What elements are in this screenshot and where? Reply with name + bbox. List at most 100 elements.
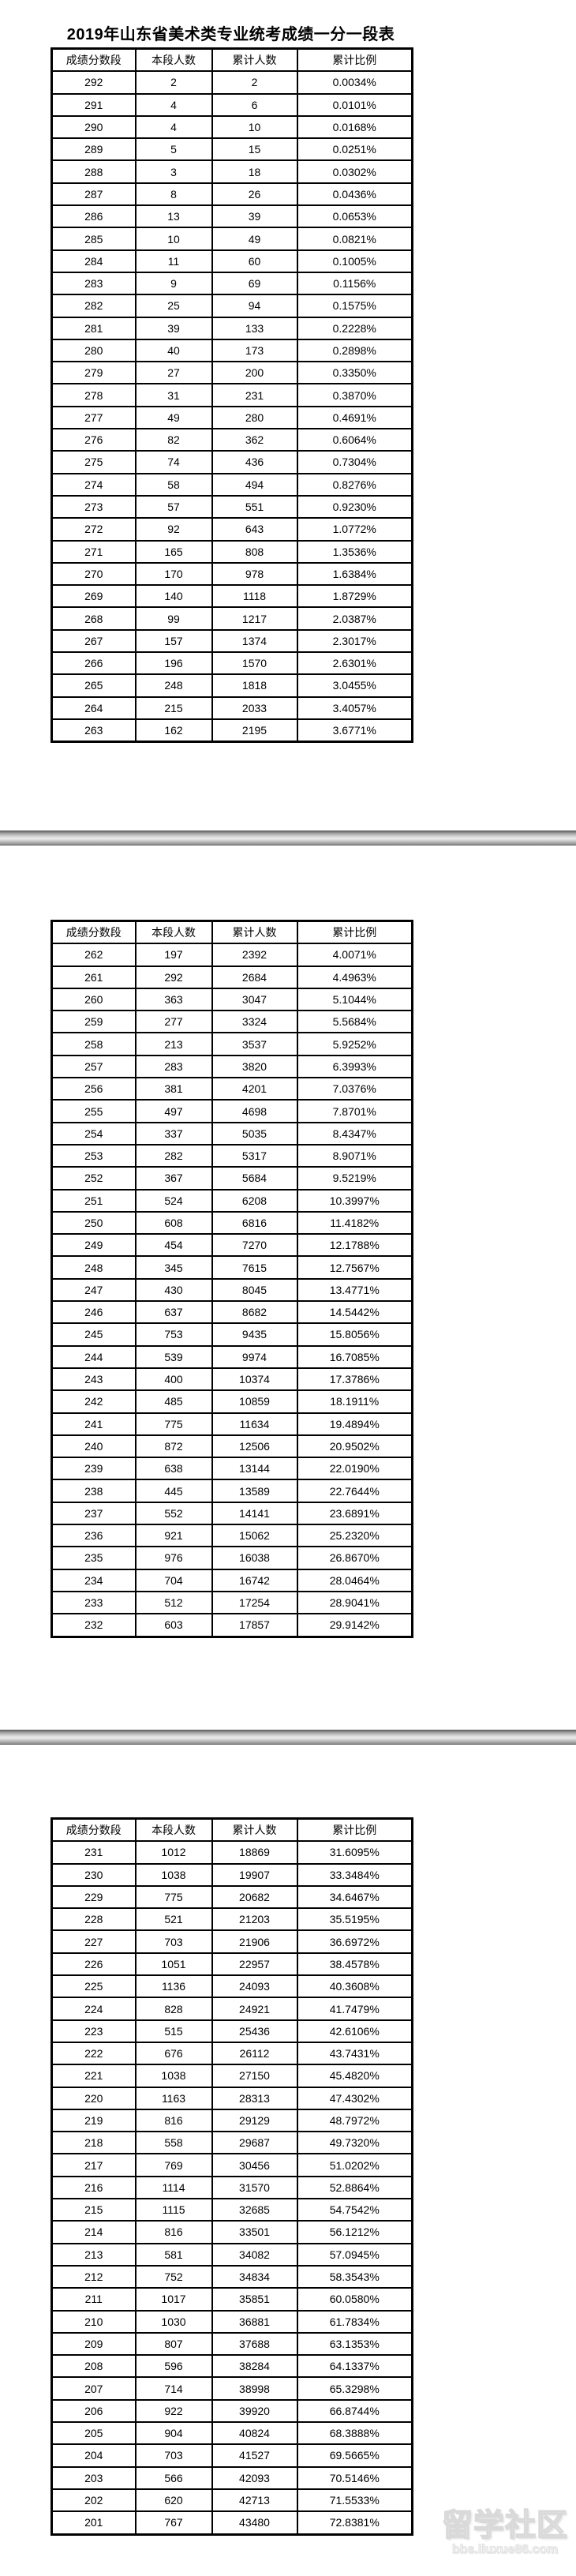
- cumulative-count-cell: 29129: [211, 2108, 298, 2133]
- segment-count-cell: 197: [134, 943, 213, 967]
- cumulative-percent-cell: 0.1005%: [296, 249, 413, 273]
- cumulative-percent-cell: 7.8701%: [296, 1099, 413, 1123]
- score-segment-cell: 235: [50, 1546, 137, 1570]
- score-segment-cell: 227: [50, 1929, 137, 1954]
- segment-count-cell: 1012: [134, 1840, 213, 1865]
- cumulative-count-cell: 49: [211, 227, 298, 251]
- table-row: 251 524 6208 10.3997%: [50, 1188, 413, 1213]
- table-row: 278 31 231 0.3870%: [50, 383, 413, 407]
- cumulative-percent-cell: 45.4820%: [296, 2064, 413, 2088]
- cumulative-count-cell: 5035: [211, 1121, 298, 1146]
- table-row: 241 775 11634 19.4894%: [50, 1412, 413, 1436]
- segment-count-cell: 82: [134, 428, 213, 452]
- cumulative-count-cell: 14141: [211, 1501, 298, 1526]
- cumulative-count-cell: 18869: [211, 1840, 298, 1865]
- score-segment-cell: 214: [50, 2220, 137, 2244]
- segment-count-cell: 170: [134, 561, 213, 587]
- score-segment-cell: 236: [50, 1524, 137, 1548]
- table-row: 285 10 49 0.0821%: [50, 227, 413, 251]
- table-row: 244 539 9974 16.7085%: [50, 1344, 413, 1369]
- cumulative-count-cell: 9974: [211, 1344, 298, 1369]
- score-segment-cell: 222: [50, 2041, 137, 2066]
- cumulative-count-cell: 200: [211, 361, 298, 385]
- cumulative-percent-cell: 3.4057%: [296, 696, 413, 720]
- cumulative-percent-cell: 36.6972%: [296, 1929, 413, 1954]
- segment-count-cell: 157: [134, 628, 213, 654]
- cumulative-percent-cell: 0.1575%: [296, 294, 413, 318]
- score-segment-cell: 245: [50, 1322, 137, 1347]
- score-segment-cell: 284: [50, 249, 137, 273]
- cumulative-percent-cell: 28.9041%: [296, 1590, 413, 1615]
- score-segment-cell: 267: [50, 628, 137, 654]
- segment-count-cell: 454: [134, 1233, 213, 1258]
- cumulative-percent-cell: 9.5219%: [296, 1166, 413, 1191]
- table-row: 259 277 3324 5.5684%: [50, 1010, 413, 1034]
- cumulative-percent-cell: 0.0653%: [296, 204, 413, 229]
- cumulative-percent-cell: 5.9252%: [296, 1032, 413, 1056]
- cumulative-count-cell: 12506: [211, 1434, 298, 1459]
- cumulative-percent-cell: 0.0034%: [296, 70, 413, 95]
- page-separator-bar: [0, 831, 576, 846]
- table-row: 274 58 494 0.8276%: [50, 472, 413, 497]
- segment-count-cell: 213: [134, 1032, 213, 1056]
- cumulative-count-cell: 38998: [211, 2376, 298, 2401]
- cumulative-percent-cell: 25.2320%: [296, 1524, 413, 1548]
- table-row: 286 13 39 0.0653%: [50, 204, 413, 229]
- cumulative-percent-cell: 2.3017%: [296, 628, 413, 654]
- segment-count-cell: 539: [134, 1344, 213, 1369]
- header-row: 成绩分数段 本段人数 累计人数 累计比例: [50, 47, 413, 73]
- table-row: 206 922 39920 66.8744%: [50, 2398, 413, 2424]
- segment-count-cell: 25: [134, 294, 213, 318]
- cumulative-count-cell: 16038: [211, 1546, 298, 1570]
- score-segment-cell: 276: [50, 428, 137, 452]
- score-table-segment-1: 成绩分数段 本段人数 累计人数 累计比例 292 2 2 0.0034% 291 4 6 0.0101…: [50, 47, 413, 744]
- cumulative-percent-cell: 14.5442%: [296, 1300, 413, 1325]
- cumulative-count-cell: 2033: [211, 696, 298, 720]
- cumulative-percent-cell: 2.0387%: [296, 606, 413, 631]
- segment-count-cell: 703: [134, 1929, 213, 1954]
- cumulative-count-cell: 7270: [211, 1233, 298, 1258]
- segment-count-cell: 1163: [134, 2086, 213, 2110]
- cumulative-count-cell: 1217: [211, 606, 298, 631]
- score-segment-cell: 289: [50, 137, 137, 162]
- cumulative-count-cell: 3537: [211, 1032, 298, 1056]
- table-row: 234 704 16742 28.0464%: [50, 1568, 413, 1592]
- table-row: 271 165 808 1.3536%: [50, 539, 413, 564]
- segment-count-cell: 775: [134, 1884, 213, 1910]
- cumulative-count-cell: 21203: [211, 1907, 298, 1932]
- segment-count-cell: 872: [134, 1434, 213, 1459]
- cumulative-count-cell: 34834: [211, 2264, 298, 2289]
- segment-count-cell: 637: [134, 1300, 213, 1325]
- score-segment-cell: 201: [50, 2510, 137, 2535]
- cumulative-count-cell: 28313: [211, 2086, 298, 2110]
- score-segment-cell: 250: [50, 1210, 137, 1236]
- cumulative-count-cell: 10: [211, 114, 298, 140]
- site-watermark: 留学社区 bbs.liuxue86.com: [436, 2510, 574, 2556]
- segment-count-cell: 337: [134, 1121, 213, 1146]
- table-row: 228 521 21203 35.5195%: [50, 1907, 413, 1932]
- cumulative-count-cell: 2684: [211, 965, 298, 989]
- cumulative-count-cell: 18: [211, 159, 298, 184]
- cumulative-count-cell: 5317: [211, 1143, 298, 1168]
- score-segment-cell: 219: [50, 2108, 137, 2133]
- segment-count-cell: 196: [134, 651, 213, 676]
- cumulative-percent-cell: 11.4182%: [296, 1210, 413, 1236]
- cumulative-count-cell: 17857: [211, 1613, 298, 1637]
- segment-count-cell: 904: [134, 2421, 213, 2446]
- segment-count-cell: 976: [134, 1546, 213, 1570]
- segment-count-cell: 816: [134, 2220, 213, 2244]
- segment-count-cell: 1038: [134, 2064, 213, 2088]
- cumulative-percent-cell: 0.8276%: [296, 472, 413, 497]
- cumulative-count-cell: 1118: [211, 584, 298, 609]
- segment-count-cell: 445: [134, 1479, 213, 1503]
- cumulative-percent-cell: 8.9071%: [296, 1143, 413, 1168]
- score-segment-cell: 256: [50, 1077, 137, 1101]
- segment-count-cell: 608: [134, 1210, 213, 1236]
- table-row: 284 11 60 0.1005%: [50, 249, 413, 273]
- table-row: 237 552 14141 23.6891%: [50, 1501, 413, 1526]
- cumulative-percent-cell: 0.7304%: [296, 450, 413, 474]
- cumulative-percent-cell: 26.8670%: [296, 1546, 413, 1570]
- cumulative-percent-cell: 4.4963%: [296, 965, 413, 989]
- table-row: 288 3 18 0.0302%: [50, 159, 413, 184]
- table-row: 267 157 1374 2.3017%: [50, 628, 413, 654]
